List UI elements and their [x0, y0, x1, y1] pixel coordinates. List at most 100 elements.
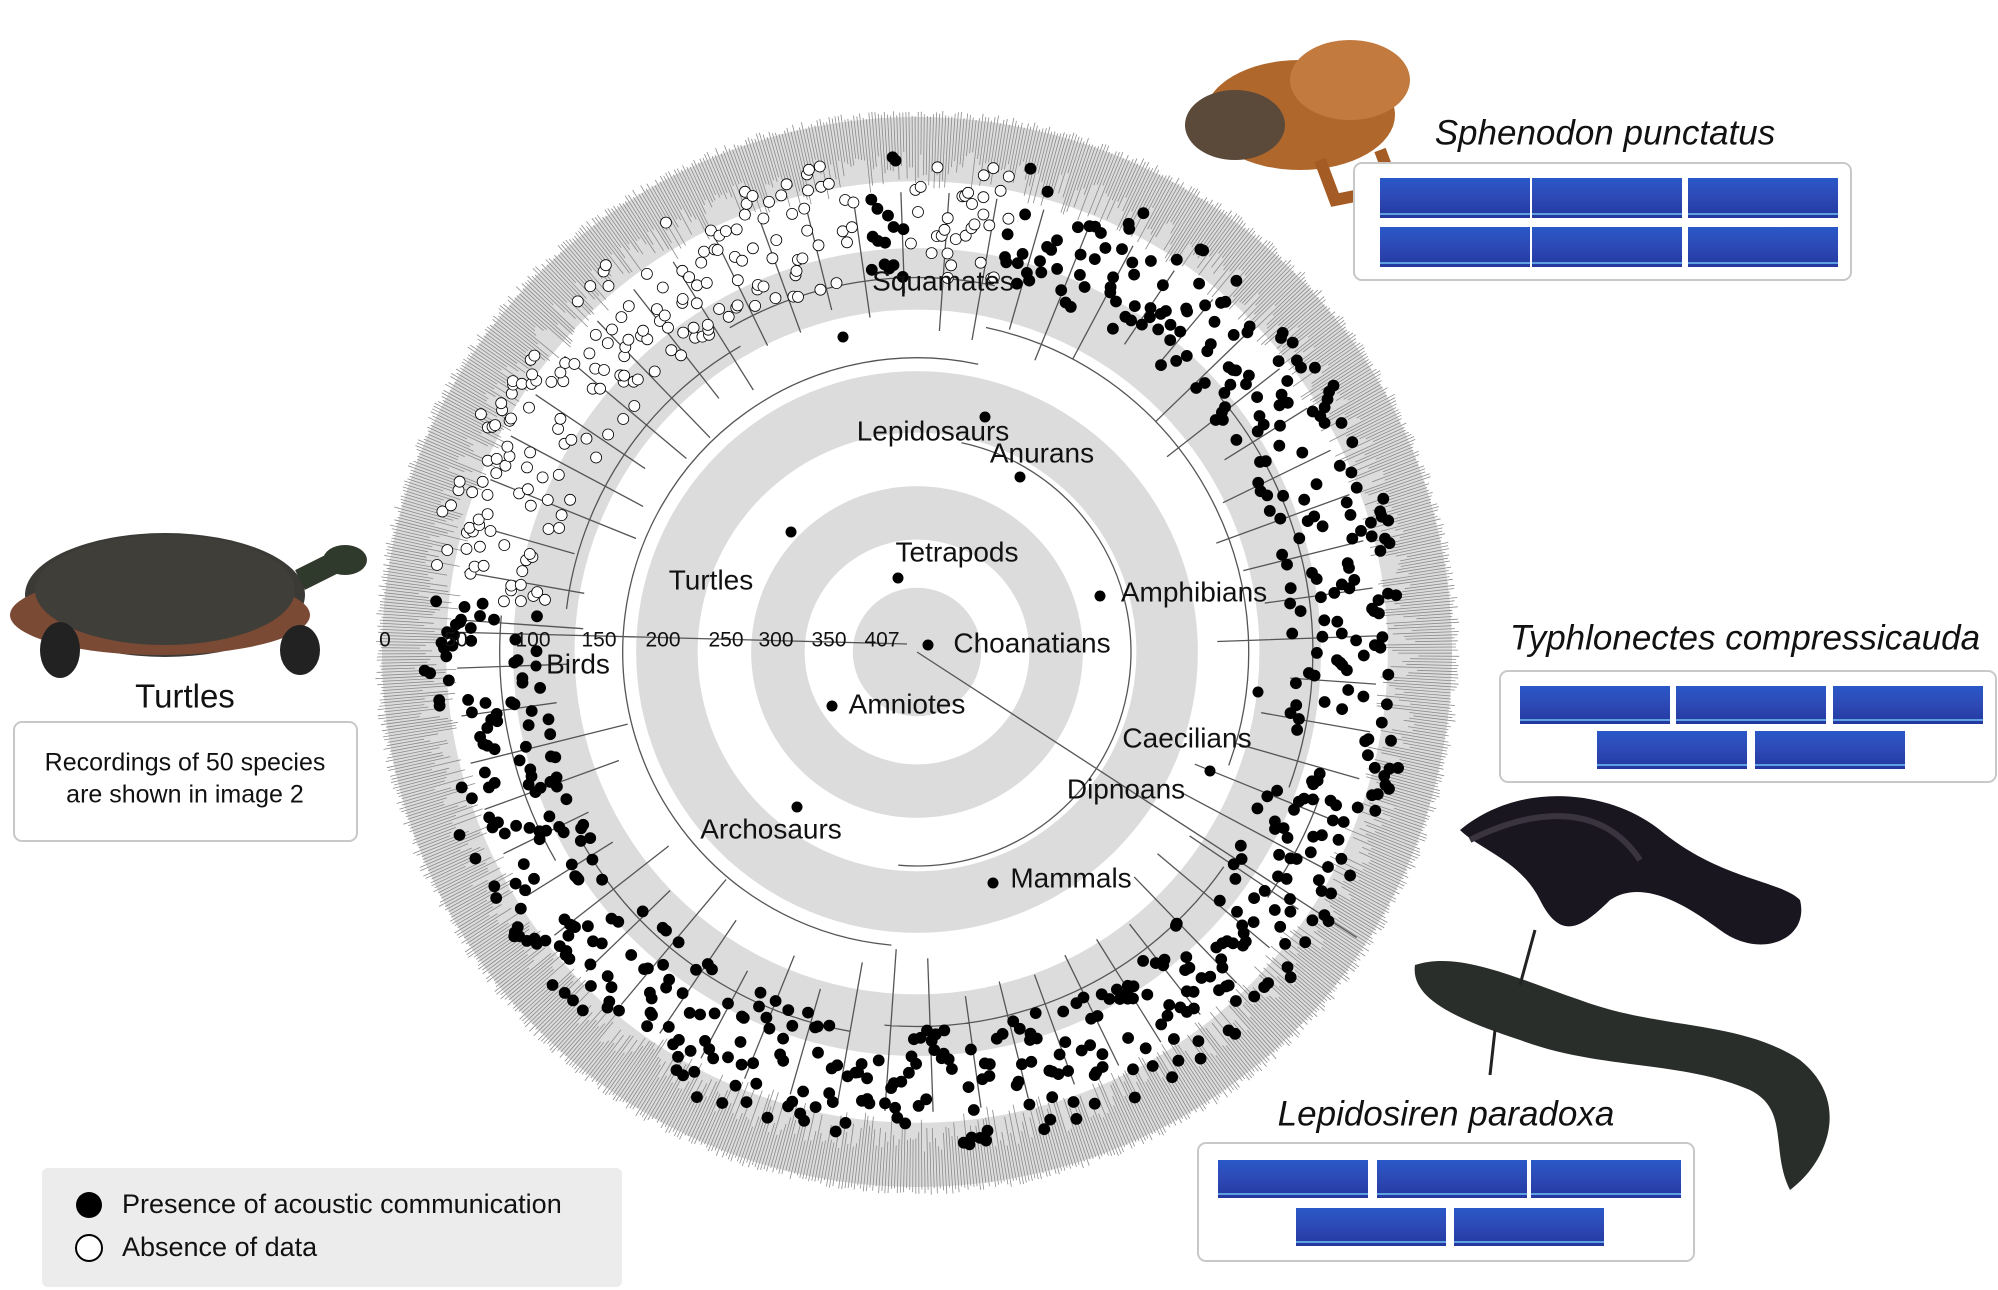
presence-dot [1180, 349, 1193, 362]
presence-dot [1170, 354, 1183, 367]
absence-dot [503, 450, 516, 463]
presence-dot [1284, 893, 1296, 905]
clade-node [837, 331, 849, 343]
presence-dot [1045, 243, 1058, 256]
presence-dot [1240, 378, 1252, 391]
spectrogram [1377, 1160, 1527, 1198]
presence-dot [1213, 894, 1226, 907]
presence-dot [1210, 941, 1223, 954]
presence-dot [1304, 846, 1317, 859]
presence-dot [511, 921, 524, 933]
presence-dot [636, 905, 649, 918]
presence-dot [912, 1100, 925, 1112]
presence-dot [1328, 587, 1341, 599]
clade-node [987, 877, 999, 889]
presence-dot [1272, 870, 1284, 883]
spectrogram [1688, 178, 1838, 218]
presence-dot [1281, 396, 1294, 409]
absence-dot [524, 499, 537, 512]
presence-dot [736, 1010, 748, 1023]
presence-dot [1218, 386, 1231, 399]
species-name: Sphenodon punctatus [1435, 113, 1776, 152]
presence-dot [676, 987, 689, 1000]
presence-dot [1258, 885, 1271, 897]
presence-dot [1234, 839, 1247, 852]
presence-dot [1344, 509, 1357, 521]
presence-dot [1296, 446, 1309, 459]
absence-dot [775, 189, 788, 202]
presence-dot [957, 1136, 970, 1149]
presence-dot [488, 613, 500, 626]
time-label: 250 [708, 629, 743, 652]
presence-dot [1164, 318, 1177, 331]
presence-dot [546, 979, 559, 991]
presence-dot [1313, 874, 1325, 886]
absence-dot [648, 365, 661, 378]
absence-dot [757, 212, 770, 225]
presence-dot [1199, 299, 1211, 312]
spectrogram [1454, 1208, 1604, 1246]
absence-dot [617, 413, 630, 425]
presence-dot [1114, 993, 1126, 1005]
absence-dot [1002, 170, 1015, 183]
absence-dot [987, 271, 1000, 284]
presence-dot [1181, 305, 1193, 318]
absence-dot [481, 488, 494, 501]
presence-dot [691, 1091, 703, 1103]
turtles-label: Turtles [135, 678, 235, 715]
presence-dot [1141, 988, 1154, 1001]
presence-dot [809, 1021, 821, 1034]
presence-dot [1335, 627, 1348, 640]
presence-dot [1197, 244, 1209, 257]
presence-dot [1351, 801, 1364, 814]
presence-dot [763, 1022, 776, 1035]
presence-dot [514, 902, 527, 915]
presence-dot [1075, 1044, 1088, 1057]
presence-dot [534, 682, 546, 694]
presence-dot [1217, 413, 1229, 426]
absence-dot [523, 548, 536, 560]
presence-dot [1248, 990, 1261, 1003]
presence-dot [577, 818, 590, 831]
presence-dot [441, 626, 454, 639]
absence-dot [813, 160, 826, 173]
presence-dot [684, 1045, 697, 1057]
absence-dot [637, 324, 649, 337]
presence-dot [722, 997, 734, 1010]
presence-dot [1174, 1001, 1187, 1014]
absence-dot [628, 400, 641, 412]
presence-dot [1327, 814, 1339, 827]
absence-dot [618, 369, 630, 382]
presence-dot [510, 819, 522, 832]
clade-node [785, 526, 797, 538]
presence-dot [1224, 378, 1237, 391]
presence-dot [1269, 823, 1281, 835]
presence-dot [1273, 848, 1285, 861]
absence-dot [814, 283, 827, 296]
presence-dot [1295, 361, 1307, 374]
presence-dot [1230, 364, 1242, 377]
presence-dot [1072, 221, 1084, 234]
legend-marker [76, 1192, 102, 1218]
presence-dot [479, 697, 492, 709]
presence-dot [672, 1050, 684, 1063]
presence-dot [879, 236, 891, 249]
presence-dot [465, 706, 478, 719]
presence-dot [601, 970, 614, 983]
presence-dot [1343, 562, 1355, 574]
absence-dot [590, 451, 602, 464]
absence-dot [553, 522, 565, 534]
presence-dot [1335, 417, 1348, 429]
absence-dot [473, 540, 486, 553]
absence-dot [622, 333, 635, 346]
presence-dot [1088, 253, 1101, 266]
presence-dot [976, 1073, 989, 1086]
clade-node [1252, 686, 1264, 698]
presence-dot [605, 912, 618, 925]
presence-dot [925, 1034, 938, 1047]
presence-dot [1095, 988, 1108, 1001]
absence-dot [436, 505, 449, 518]
absence-dot [749, 299, 761, 312]
